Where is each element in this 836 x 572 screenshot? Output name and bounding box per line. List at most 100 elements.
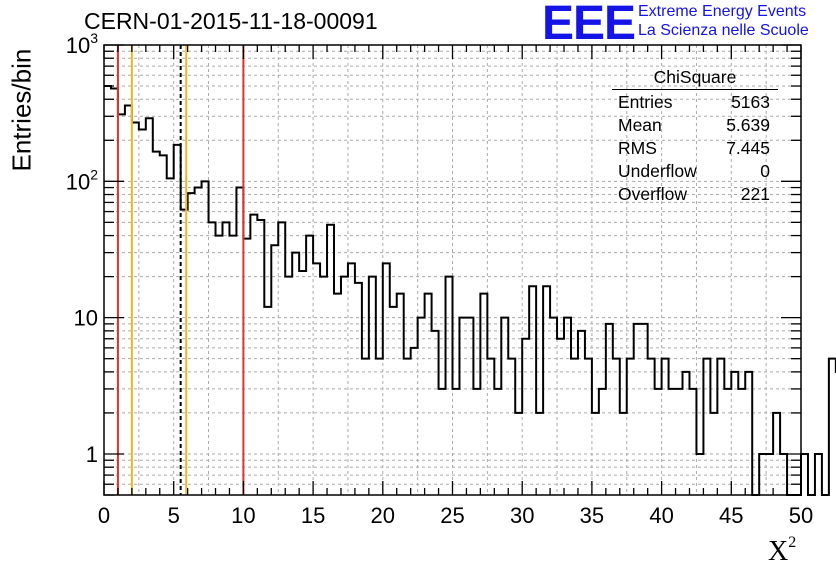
histogram-bin (299, 271, 306, 495)
histogram-bin (780, 454, 787, 495)
histogram-bin (515, 413, 522, 495)
histogram-bin (683, 372, 690, 495)
histogram-bin (766, 454, 773, 495)
histogram-bin (627, 359, 634, 495)
histogram-bin (222, 222, 229, 495)
y-tick-label: 102 (66, 166, 98, 194)
histogram-bin (236, 188, 243, 495)
histogram-bin (717, 359, 724, 495)
histogram-bin (418, 318, 425, 495)
histogram-bin (599, 389, 606, 495)
run-title: CERN-01-2015-11-18-00091 (84, 8, 378, 34)
histogram-bin (216, 236, 223, 495)
histogram-bin (613, 359, 620, 495)
histogram-bin (696, 454, 703, 495)
histogram-bin (480, 294, 487, 495)
histogram-bin (745, 372, 752, 495)
histogram-bin (550, 318, 557, 495)
histogram-bin (313, 263, 320, 495)
histogram-bin (369, 277, 376, 495)
histogram-bin (648, 359, 655, 495)
x-tick-label: 5 (168, 503, 180, 528)
histogram-bin (634, 324, 641, 495)
histogram-bin (738, 389, 745, 495)
histogram-bin (710, 413, 717, 495)
x-tick-label: 45 (719, 503, 743, 528)
histogram-bin (432, 331, 439, 495)
histogram-bin (243, 239, 250, 495)
stats-title: ChiSquare (612, 67, 778, 90)
histogram-bin (529, 286, 536, 495)
x-tick-label: 10 (231, 503, 255, 528)
histogram-bin (564, 318, 571, 495)
histogram-bin (146, 118, 153, 495)
histogram-bin (202, 181, 209, 495)
histogram-bin (327, 225, 334, 495)
x-tick-label: 0 (98, 503, 110, 528)
stats-box: ChiSquare Entries 5163 Mean 5.639 RMS 7.445… (612, 67, 778, 206)
histogram-bin (459, 318, 466, 495)
histogram-bin (292, 253, 299, 495)
histogram-bin (466, 318, 473, 495)
histogram-bin (348, 263, 355, 495)
histogram-bin (759, 454, 766, 495)
histogram-bin (111, 88, 118, 495)
x-tick-label: 30 (510, 503, 534, 528)
histogram-bin (362, 359, 369, 495)
histogram-bin (195, 188, 202, 495)
histogram-bin (334, 294, 341, 495)
histogram-bin (104, 86, 111, 495)
histogram-bin (174, 145, 181, 495)
y-tick-label: 1 (86, 442, 98, 467)
histogram-bin (773, 413, 780, 495)
histogram-bin (285, 277, 292, 495)
histogram-bin (669, 389, 676, 495)
histogram-bin (153, 152, 160, 495)
histogram-bin (501, 318, 508, 495)
histogram-bin (453, 389, 460, 495)
histogram-bin (592, 413, 599, 495)
histogram-bin (815, 454, 822, 495)
eee-logo: EEE (542, 0, 636, 50)
histogram-bin (306, 236, 313, 495)
histogram-bin (229, 236, 236, 495)
reference-lines (116, 45, 245, 495)
histogram-bin (585, 359, 592, 495)
x-tick-label: 15 (301, 503, 325, 528)
histogram-bin (390, 307, 397, 495)
histogram-bin (160, 155, 167, 495)
histogram-bin (411, 348, 418, 495)
histogram-bin (278, 222, 285, 495)
histogram-bin (703, 359, 710, 495)
stats-row-underflow: Underflow 0 (618, 161, 770, 181)
x-tick-label: 40 (649, 503, 673, 528)
histogram-bin (341, 277, 348, 495)
histogram-bin (620, 413, 627, 495)
x-tick-label: 20 (371, 503, 395, 528)
histogram-bin (446, 277, 453, 495)
histogram-bin (578, 331, 585, 495)
histogram-bin (655, 389, 662, 495)
x-axis-label: X2 (768, 534, 797, 567)
histogram-bin (264, 307, 271, 495)
histogram-bin (167, 178, 174, 495)
histogram-bin (676, 389, 683, 495)
histogram-bin (425, 294, 432, 495)
histogram-bin (689, 389, 696, 495)
histogram-bin (383, 263, 390, 495)
histogram-bin (662, 359, 669, 495)
histogram-bin (829, 359, 836, 495)
stats-row-overflow: Overflow 221 (618, 184, 770, 204)
histogram-bin (536, 413, 543, 495)
histogram-bin (571, 359, 578, 495)
histogram-bin (139, 129, 146, 495)
histogram-bin (397, 294, 404, 495)
histogram-bin (320, 277, 327, 495)
histogram-bin (508, 359, 515, 495)
histogram-bin (376, 359, 383, 495)
histogram-bin (473, 389, 480, 495)
histogram-bin (132, 123, 139, 495)
logo-line-1: Extreme Energy Events (638, 3, 807, 20)
histogram-bin (731, 372, 738, 495)
stats-row-mean: Mean 5.639 (618, 115, 770, 135)
